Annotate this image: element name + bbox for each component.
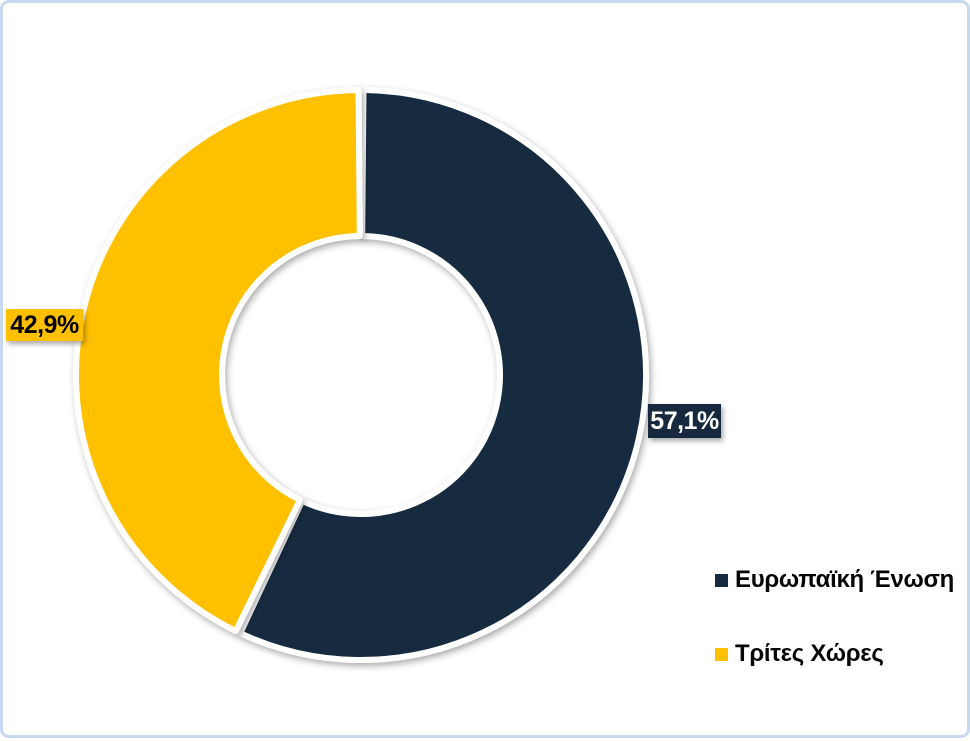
legend-label-third-countries: Τρίτες Χώρες (735, 640, 884, 667)
data-label-european-union: 57,1% (648, 404, 721, 438)
donut-chart: 57,1% 42,9% Ευρωπαϊκή Ένωση Τρίτες Χώρες (3, 3, 970, 741)
legend-marker-navy-square-icon (715, 573, 728, 587)
slice-third-countries (72, 87, 363, 635)
legend-marker-gold-square-icon (715, 647, 728, 661)
legend-item-european-union: Ευρωπαϊκή Ένωση (715, 563, 954, 597)
slice-european-union (237, 87, 649, 663)
legend-item-third-countries: Τρίτες Χώρες (715, 637, 884, 671)
legend-label-european-union: Ευρωπαϊκή Ένωση (735, 566, 954, 593)
data-label-third-countries: 42,9% (6, 309, 83, 341)
donut-plot (72, 87, 649, 663)
